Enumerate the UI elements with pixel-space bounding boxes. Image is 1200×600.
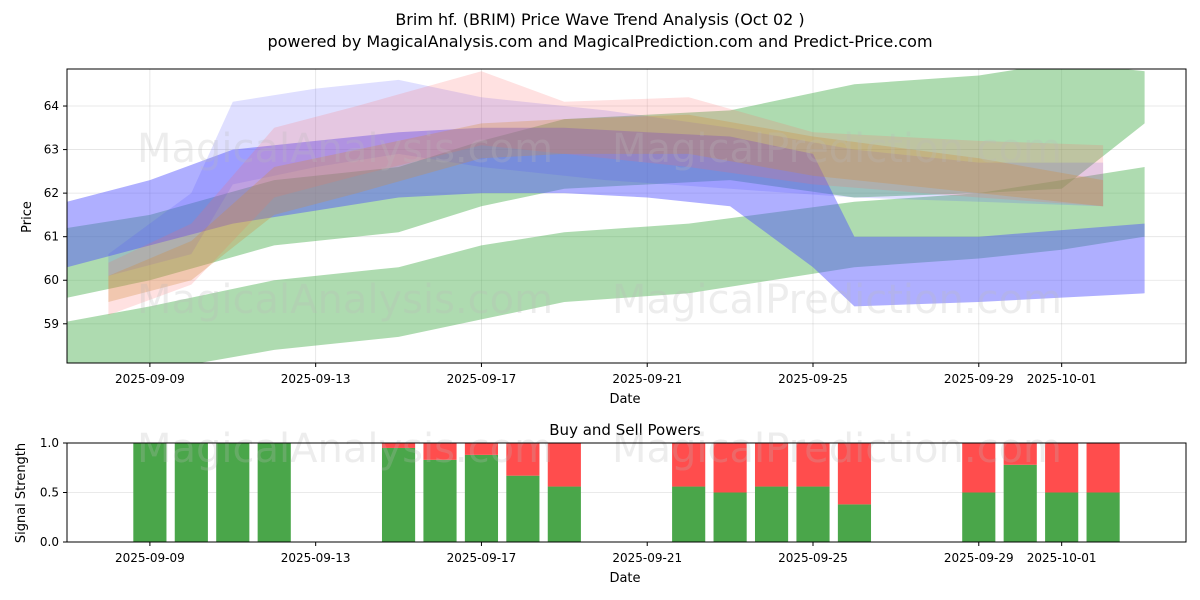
sell-bar (713, 443, 747, 493)
signal-x-axis-label: Date (609, 571, 640, 586)
watermark-analysis-mid: MagicalAnalysis.com (137, 277, 553, 323)
signal-y-tick-label: 1.0 (40, 436, 59, 450)
sell-bar (381, 443, 416, 448)
signal-y-tick-label: 0.5 (40, 486, 59, 500)
price-plot-frame (66, 68, 1187, 364)
signal-x-tick-label: 2025-09-29 (944, 551, 1014, 565)
band-red-bundle (108, 71, 1104, 316)
signal-x-tick-label: 2025-09-13 (281, 551, 351, 565)
buy-bar (1003, 464, 1037, 542)
band-blue-high (108, 79, 1104, 276)
sell-bar (837, 443, 872, 505)
chart-title-line2: powered by MagicalAnalysis.com and Magic… (267, 32, 932, 51)
signal-x-tick-label: 2025-10-01 (1027, 551, 1097, 565)
price-x-tick-label: 2025-09-09 (115, 372, 185, 386)
signal-bars (133, 443, 1120, 542)
watermark-analysis-top: MagicalAnalysis.com (137, 126, 553, 172)
price-y-tick-label: 61 (44, 230, 59, 244)
sell-bar (754, 443, 789, 487)
price-y-tick-label: 62 (44, 186, 59, 200)
sell-bar (796, 443, 830, 487)
sell-bar (464, 443, 499, 455)
buy-bar (754, 486, 789, 542)
sell-bar (1003, 443, 1037, 465)
buy-bar (423, 459, 457, 542)
buy-bar (133, 443, 167, 542)
buy-bar (257, 443, 291, 542)
band-green-wide-upper (67, 69, 1145, 298)
signal-chart-title: Buy and Sell Powers (549, 421, 701, 439)
watermark-analysis-bottom: MagicalAnalysis.com (137, 426, 553, 472)
price-chart: MagicalAnalysis.com MagicalPrediction.co… (20, 68, 1187, 407)
watermark-prediction-bottom: MagicalPrediction.com (612, 426, 1062, 472)
sell-bar (1086, 443, 1120, 493)
buy-bar (174, 443, 208, 542)
band-green-low (67, 167, 1145, 363)
price-x-tick-label: 2025-09-13 (281, 372, 351, 386)
band-blue-main (67, 127, 1145, 307)
buy-bar (672, 486, 706, 542)
signal-y-tick-label: 0.0 (40, 535, 59, 549)
chart-title-line1: Brim hf. (BRIM) Price Wave Trend Analysi… (395, 10, 804, 29)
buy-bar (1045, 492, 1079, 542)
buy-bar (381, 447, 416, 542)
signal-x-tick-label: 2025-09-17 (447, 551, 517, 565)
price-grid (67, 69, 1186, 363)
price-x-tick-label: 2025-09-17 (447, 372, 517, 386)
sell-bar (506, 443, 540, 476)
price-axis-ticks: 2025-09-09 2025-09-13 2025-09-17 2025-09-21… (44, 99, 1097, 386)
signal-chart: Buy and Sell Powers MagicalAnalysis.com … (14, 421, 1187, 586)
price-x-tick-label: 2025-09-21 (612, 372, 682, 386)
watermark-prediction-mid: MagicalPrediction.com (612, 277, 1062, 323)
signal-x-tick-label: 2025-09-09 (115, 551, 185, 565)
price-y-tick-label: 63 (44, 143, 59, 157)
price-x-tick-label: 2025-10-01 (1027, 372, 1097, 386)
sell-bar (547, 443, 581, 487)
buy-bar (464, 454, 499, 542)
buy-bar (506, 475, 540, 542)
sell-bar (1045, 443, 1079, 493)
buy-bar (1086, 492, 1120, 542)
price-y-tick-label: 59 (44, 317, 59, 331)
watermark-prediction-top: MagicalPrediction.com (612, 126, 1062, 172)
signal-axis-ticks: 2025-09-09 2025-09-13 2025-09-17 2025-09-21… (40, 436, 1097, 565)
price-x-axis-label: Date (609, 392, 640, 407)
sell-bar (423, 443, 457, 460)
price-y-axis-label: Price (20, 201, 35, 233)
signal-x-tick-label: 2025-09-25 (778, 551, 848, 565)
buy-bar (547, 486, 581, 542)
price-y-tick-label: 60 (44, 273, 59, 287)
buy-bar (216, 443, 250, 542)
buy-bar (962, 492, 996, 542)
band-orange-bundle (108, 114, 1104, 302)
price-bands (67, 69, 1145, 363)
price-y-tick-label: 64 (44, 99, 59, 113)
price-x-tick-label: 2025-09-25 (778, 372, 848, 386)
buy-bar (713, 492, 747, 542)
signal-x-tick-label: 2025-09-21 (612, 551, 682, 565)
sell-bar (672, 443, 706, 487)
signal-y-axis-label: Signal Strength (14, 443, 29, 543)
buy-bar (837, 504, 872, 542)
sell-bar (962, 443, 996, 493)
price-x-tick-label: 2025-09-29 (944, 372, 1014, 386)
buy-bar (796, 486, 830, 542)
